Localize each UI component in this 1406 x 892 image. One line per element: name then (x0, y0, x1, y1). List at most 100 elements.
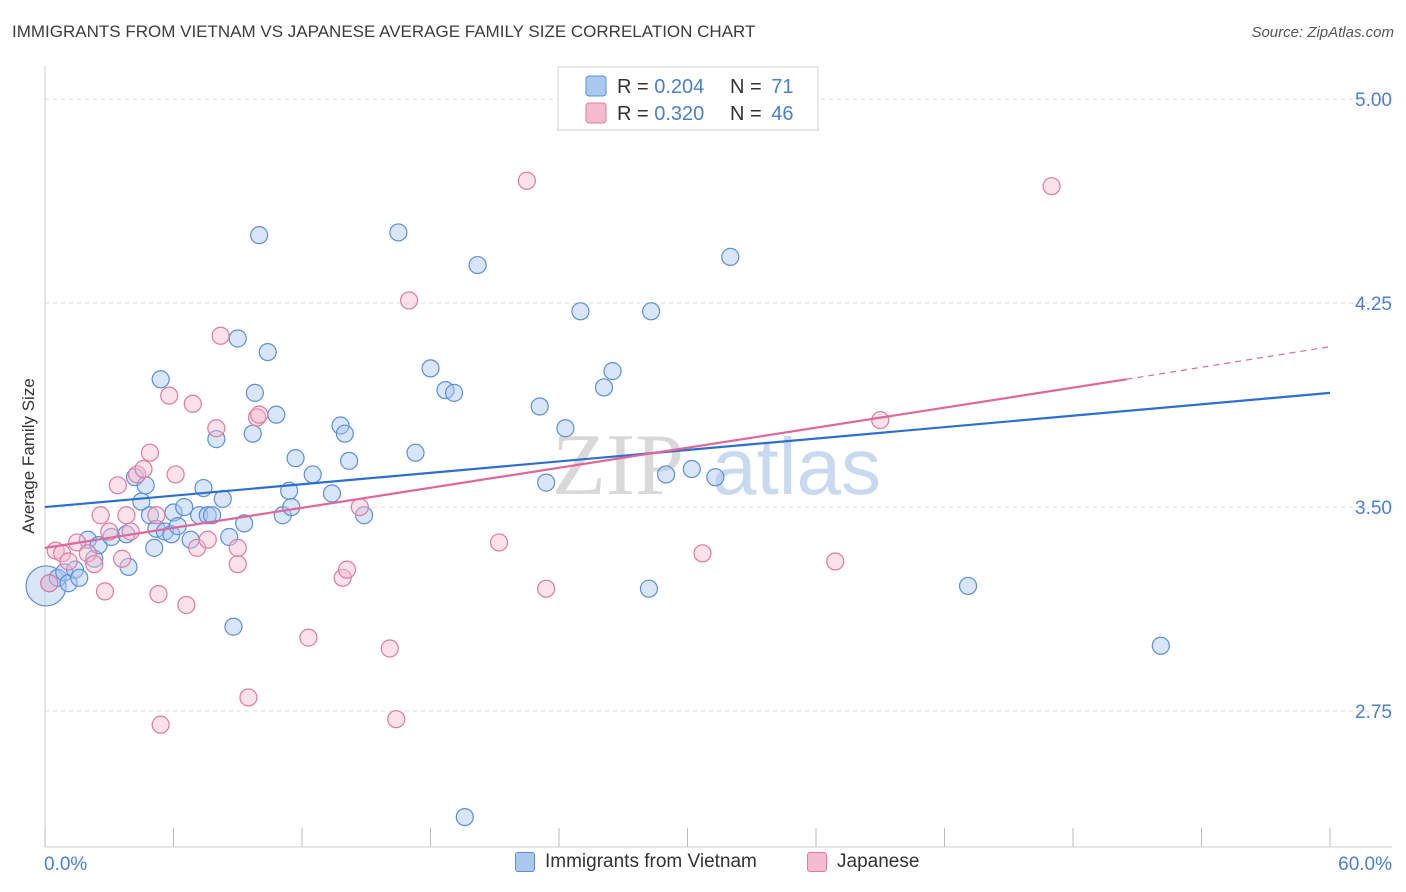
point-japanese-37 (380, 639, 399, 658)
point-japanese-45 (871, 410, 890, 430)
point-japanese-16 (140, 443, 160, 462)
point-japanese-43 (693, 544, 712, 563)
point-japanese-32 (250, 405, 269, 424)
point-vietnam-43 (286, 449, 305, 468)
svg-text:R = 0.320: R = 0.320 (617, 103, 704, 125)
point-japanese-35 (337, 560, 357, 579)
legend-bottom-swatch-japanese (807, 852, 827, 872)
point-vietnam-30 (213, 489, 232, 509)
point-japanese-12 (117, 506, 136, 525)
point-japanese-0 (40, 574, 59, 593)
point-vietnam-33 (228, 329, 247, 348)
point-japanese-31 (247, 408, 267, 427)
point-vietnam-44 (303, 465, 322, 484)
point-japanese-20 (160, 386, 179, 405)
point-vietnam-29 (207, 430, 226, 449)
point-vietnam-28 (202, 506, 222, 525)
watermark: ZIP atlas (552, 417, 881, 514)
legend-n-label-1: N = (730, 76, 767, 98)
legend-r-label-1: R = (617, 76, 654, 98)
point-vietnam-5 (70, 568, 89, 587)
point-japanese-3 (59, 552, 78, 571)
point-vietnam-67 (639, 579, 659, 598)
tick-label-layer: 2.75 3.50 4.25 5.00 0.0% 60.0% (44, 90, 1392, 875)
point-vietnam-49 (355, 506, 374, 525)
point-japanese-36 (350, 497, 369, 517)
point-japanese-38 (387, 710, 406, 729)
x-tick-label-1: 60.0% (1338, 854, 1392, 875)
point-vietnam-47 (335, 424, 354, 443)
point-vietnam-32 (224, 617, 243, 636)
point-vietnam-27 (198, 506, 217, 525)
legend-label-japanese: Japanese (837, 851, 920, 872)
point-japanese-11 (112, 549, 132, 568)
point-vietnam-52 (421, 359, 440, 378)
svg-text:N = 71: N = 71 (730, 76, 794, 98)
point-vietnam-56 (468, 255, 487, 275)
point-vietnam-45 (322, 484, 342, 503)
point-japanese-17 (147, 506, 166, 525)
axes-layer (44, 66, 1392, 848)
point-vietnam-36 (245, 383, 264, 402)
point-vietnam-51 (406, 443, 425, 462)
point-vietnam-65 (682, 459, 701, 479)
y-tick-label-3: 5.00 (1355, 90, 1392, 111)
point-vietnam-54 (444, 383, 464, 402)
legend-n-value-2: 46 (771, 103, 793, 125)
legend-item-japanese: Japanese (807, 851, 919, 873)
svg-text:N = 46: N = 46 (730, 103, 794, 125)
point-vietnam-23 (175, 497, 194, 517)
legend-n-value-1: 71 (771, 76, 793, 98)
point-vietnam-38 (258, 342, 277, 362)
chart-source: Source: ZipAtlas.com (1251, 24, 1394, 41)
point-japanese-8 (95, 582, 115, 601)
point-japanese-23 (183, 394, 202, 413)
legend-r-value-1: 0.204 (654, 76, 704, 98)
point-japanese-40 (489, 533, 509, 552)
point-japanese-18 (149, 585, 168, 604)
point-vietnam-63 (641, 302, 661, 321)
point-vietnam-70 (721, 247, 740, 267)
legend-swatch-vietnam (585, 75, 607, 97)
y-tick-label-2: 4.25 (1355, 294, 1392, 315)
trend-line-vietnam (44, 391, 1331, 509)
legend-bottom-swatch-vietnam (515, 852, 535, 872)
watermark-atlas: atlas (712, 422, 881, 511)
point-japanese-39 (399, 291, 419, 310)
point-vietnam-59 (556, 419, 575, 438)
trend-line-japanese (44, 378, 1127, 549)
point-japanese-26 (207, 419, 226, 438)
point-japanese-46 (1042, 177, 1061, 196)
legend-n-label-2: N = (730, 103, 767, 125)
point-japanese-33 (299, 628, 318, 647)
point-vietnam-46 (331, 416, 350, 435)
point-vietnam-66 (706, 468, 725, 487)
x-tick-label-0: 0.0% (44, 854, 87, 875)
point-vietnam-50 (389, 223, 408, 242)
point-vietnam-60 (571, 302, 590, 321)
point-vietnam-69 (1151, 636, 1170, 655)
point-vietnam-37 (250, 226, 269, 245)
chart-title: IMMIGRANTS FROM VIETNAM VS JAPANESE AVER… (12, 22, 756, 41)
legend-bottom: Immigrants from Vietnam Japanese (0, 851, 1406, 877)
point-japanese-44 (826, 552, 845, 571)
point-vietnam-35 (243, 424, 262, 443)
trend-layer (44, 346, 1331, 549)
legend-label-vietnam: Immigrants from Vietnam (545, 851, 757, 872)
legend-item-vietnam: Immigrants from Vietnam (515, 851, 757, 873)
legend-r-label-2: R = (617, 103, 654, 125)
point-japanese-41 (517, 171, 536, 190)
point-vietnam-18 (151, 370, 170, 389)
point-japanese-21 (166, 465, 185, 484)
point-vietnam-42 (282, 497, 301, 517)
point-japanese-25 (198, 530, 217, 549)
trend-line-japanese-extension (1126, 346, 1331, 380)
point-japanese-10 (108, 476, 127, 495)
point-japanese-13 (121, 522, 140, 541)
point-japanese-15 (134, 459, 153, 479)
point-japanese-27 (211, 326, 230, 345)
y-tick-label-1: 3.50 (1355, 498, 1392, 519)
series-japanese-points (40, 171, 1061, 734)
point-vietnam-57 (530, 397, 549, 416)
